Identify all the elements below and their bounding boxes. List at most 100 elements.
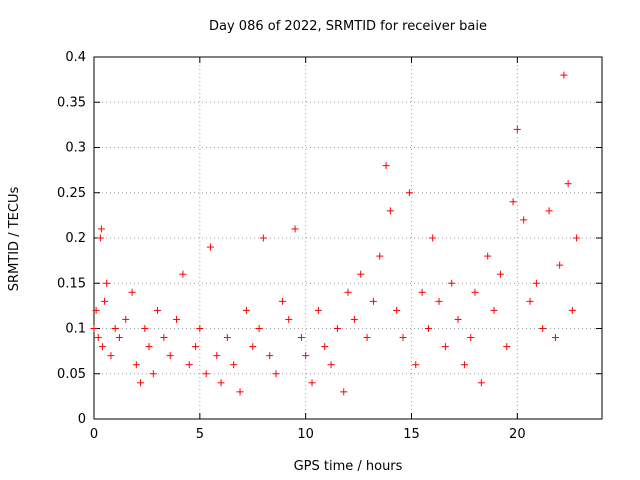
- plot-area: [90, 56, 603, 420]
- data-point: [291, 225, 299, 233]
- data-point: [96, 234, 104, 242]
- data-point: [160, 334, 168, 342]
- grid-lines: [94, 57, 602, 419]
- data-point: [111, 325, 119, 332]
- data-point: [386, 207, 394, 215]
- data-point: [560, 71, 568, 79]
- data-point: [223, 334, 231, 342]
- data-point: [94, 334, 102, 342]
- data-point: [103, 279, 111, 287]
- data-point: [302, 352, 310, 360]
- data-point: [532, 279, 540, 287]
- data-point: [454, 315, 462, 323]
- x-tick-label: 0: [90, 427, 98, 442]
- y-tick-label: 0.2: [65, 231, 86, 246]
- data-point: [484, 252, 492, 260]
- data-point: [128, 288, 136, 296]
- x-tick-label: 20: [509, 427, 526, 442]
- data-point: [429, 234, 437, 242]
- data-point: [90, 325, 98, 332]
- data-point: [285, 315, 293, 323]
- data-point: [297, 334, 305, 342]
- tick-labels: 0 0.05 0.1 0.15 0.2 0.25 0.3 0.35 0.4 0 5 10 15 20: [57, 50, 526, 442]
- data-point: [568, 306, 576, 314]
- data-point: [573, 234, 581, 242]
- data-point: [98, 343, 106, 351]
- data-point: [545, 207, 553, 215]
- data-point: [259, 234, 267, 242]
- data-point: [350, 315, 358, 323]
- data-point: [217, 379, 225, 387]
- data-point: [173, 315, 181, 323]
- data-point: [357, 270, 365, 278]
- data-point: [382, 162, 390, 170]
- data-point: [556, 261, 564, 269]
- data-point: [278, 297, 286, 305]
- y-tick-label: 0.15: [57, 276, 86, 291]
- y-tick-label: 0.4: [65, 50, 86, 65]
- data-point: [213, 352, 221, 360]
- data-point: [230, 361, 238, 369]
- data-point: [202, 370, 210, 378]
- data-point: [477, 379, 485, 387]
- y-tick-label: 0.05: [57, 367, 86, 382]
- data-point: [376, 252, 384, 260]
- y-tick-label: 0: [78, 412, 86, 427]
- data-point: [321, 343, 329, 351]
- data-point: [418, 288, 426, 296]
- data-point: [249, 343, 257, 351]
- data-point: [179, 270, 187, 278]
- data-point: [166, 352, 174, 360]
- data-point: [327, 361, 335, 369]
- data-point: [255, 325, 263, 332]
- data-point: [405, 189, 413, 197]
- data-point: [441, 343, 449, 351]
- data-point: [460, 361, 468, 369]
- data-point: [97, 225, 105, 233]
- data-point: [185, 361, 193, 369]
- data-point: [206, 243, 214, 251]
- data-point: [192, 343, 200, 351]
- axis-ticks: [93, 56, 602, 420]
- data-point: [467, 334, 475, 342]
- y-tick-label: 0.25: [57, 186, 86, 201]
- data-point: [92, 306, 100, 314]
- data-point: [363, 334, 371, 342]
- data-point: [503, 343, 511, 351]
- data-point: [520, 216, 528, 224]
- data-point: [141, 325, 149, 332]
- x-tick-label: 10: [297, 427, 314, 442]
- data-point: [412, 361, 420, 369]
- data-point: [196, 325, 204, 332]
- data-point: [145, 343, 153, 351]
- data-point: [424, 325, 432, 332]
- x-axis-label: GPS time / hours: [294, 459, 403, 474]
- data-point: [132, 361, 140, 369]
- data-point: [236, 388, 244, 396]
- data-point: [564, 180, 572, 188]
- data-point: [435, 297, 443, 305]
- data-points: [90, 71, 581, 396]
- y-axis-label: SRMTID / TECUs: [7, 187, 22, 292]
- data-point: [272, 370, 280, 378]
- data-point: [149, 370, 157, 378]
- x-tick-label: 15: [403, 427, 420, 442]
- data-point: [122, 315, 130, 323]
- data-point: [490, 306, 498, 314]
- data-point: [526, 297, 534, 305]
- x-tick-label: 5: [196, 427, 204, 442]
- data-point: [393, 306, 401, 314]
- data-point: [101, 297, 109, 305]
- data-point: [551, 334, 559, 342]
- data-point: [308, 379, 316, 387]
- data-point: [266, 352, 274, 360]
- data-point: [509, 198, 517, 206]
- data-point: [496, 270, 504, 278]
- data-point: [448, 279, 456, 287]
- data-point: [369, 297, 377, 305]
- data-point: [513, 125, 521, 133]
- y-tick-label: 0.1: [65, 322, 86, 337]
- data-point: [539, 325, 547, 332]
- data-point: [333, 325, 341, 332]
